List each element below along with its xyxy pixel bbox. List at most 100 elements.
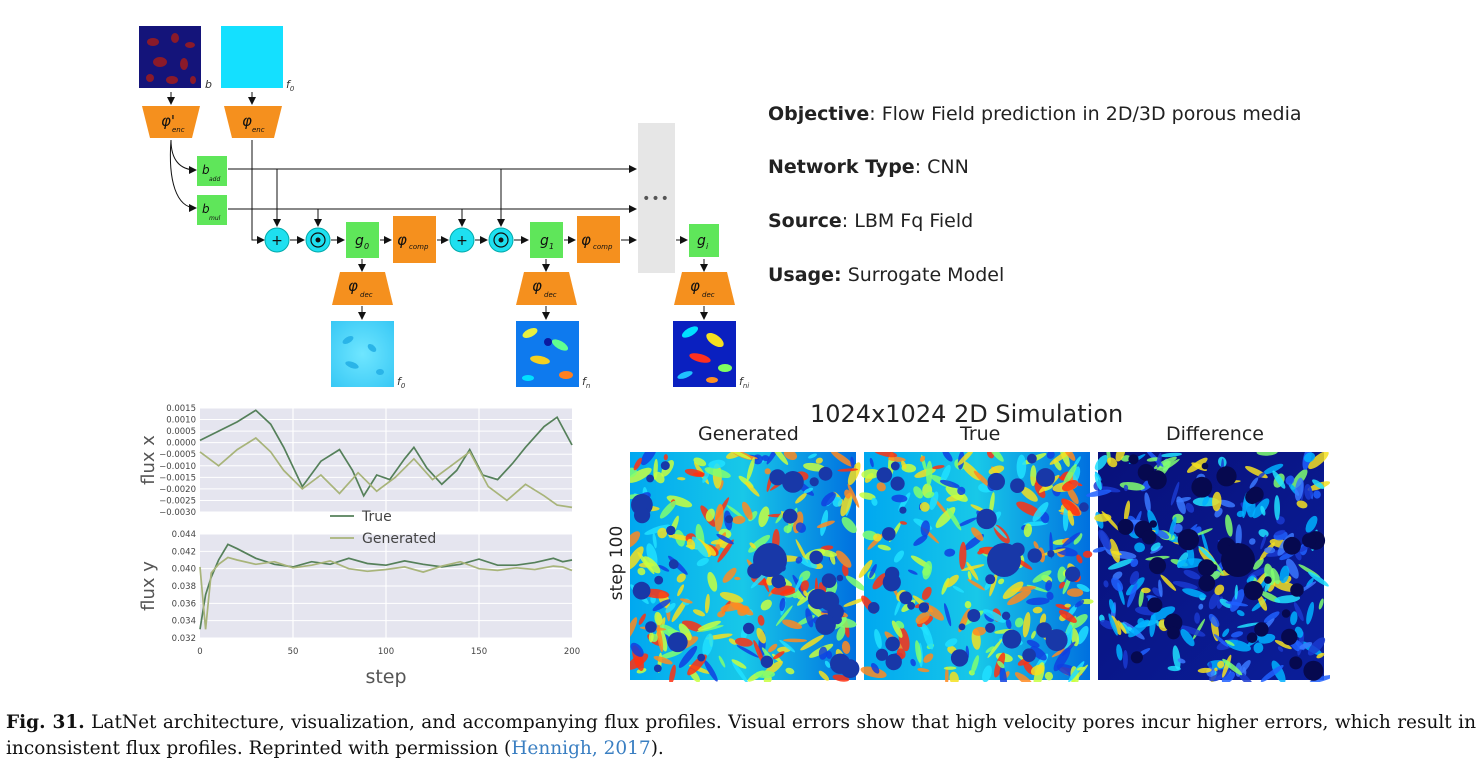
svg-text:φ: φ <box>242 112 252 130</box>
svg-text:φ: φ <box>581 231 591 249</box>
usage-label: Usage: <box>768 264 842 286</box>
flux-x-ytick-label: −0.0030 <box>159 508 196 518</box>
svg-text:φ: φ <box>348 277 358 295</box>
flux-x-ylabel: flux x <box>138 435 159 485</box>
source-value: : LBM Fq Field <box>841 210 974 232</box>
panel-title-generated: Generated <box>698 423 799 445</box>
flux-y-xtick-label: 50 <box>288 647 299 657</box>
svg-text:1: 1 <box>549 242 554 251</box>
network-type-label: Network Type <box>768 156 915 178</box>
svg-text:b: b <box>202 163 210 177</box>
flux-y-xtick-label: 100 <box>378 647 394 657</box>
mul-circle-2 <box>488 227 514 253</box>
mul-circle-1 <box>305 227 331 253</box>
flux-y-ytick-label: 0.036 <box>172 599 196 609</box>
svg-text:dec: dec <box>702 291 715 299</box>
simulation-title: 1024x1024 2D Simulation <box>810 400 1124 428</box>
flux-y-xtick-label: 150 <box>471 647 487 657</box>
flux-x-ytick-label: −0.0005 <box>159 450 196 460</box>
svg-text:i: i <box>706 242 709 251</box>
svg-text:g: g <box>540 233 549 249</box>
flux-y-ytick-label: 0.044 <box>172 530 196 540</box>
flux-y-ytick-label: 0.042 <box>172 547 196 557</box>
flux-x-ytick-label: 0.0005 <box>166 427 196 437</box>
svg-text:+: + <box>271 233 283 249</box>
svg-text:add: add <box>209 176 220 183</box>
svg-text:dec: dec <box>360 291 373 299</box>
plus-circle-1: + <box>264 227 290 253</box>
objective-line: Objective: Flow Field prediction in 2D/3… <box>768 103 1302 125</box>
input-f0-label: f0 <box>286 78 295 93</box>
svg-text:+: + <box>456 233 468 249</box>
svg-text:dec: dec <box>544 291 557 299</box>
flux-y-ytick-label: 0.032 <box>172 634 196 644</box>
flux-y-ytick-label: 0.034 <box>172 617 196 627</box>
flux-x-ytick-label: 0.0015 <box>166 404 196 414</box>
gi-block: g i <box>689 224 719 257</box>
g1-block: g 1 <box>530 222 563 258</box>
caption-text: LatNet architecture, visualization, and … <box>6 712 1476 759</box>
output-fni-label: fni <box>739 375 749 390</box>
svg-text:φ: φ <box>532 277 542 295</box>
svg-text:g: g <box>697 233 706 249</box>
difference-flow-image <box>1086 452 1330 682</box>
citation-link[interactable]: Hennigh, 2017 <box>511 738 651 759</box>
network-type-line: Network Type: CNN <box>768 156 969 178</box>
svg-text:b: b <box>202 202 210 216</box>
flux-y-xtick-label: 200 <box>564 647 580 657</box>
svg-text:φ': φ' <box>161 112 175 130</box>
svg-text:enc: enc <box>172 126 185 134</box>
true-flow-image <box>858 452 1094 682</box>
svg-text:g: g <box>355 233 364 249</box>
flux-y-xtick-label: 0 <box>197 647 202 657</box>
flux-x-ytick-label: 0.0010 <box>166 416 196 426</box>
comp-block-1: φ comp <box>393 216 436 263</box>
flux-x-ytick-label: −0.0015 <box>159 473 196 483</box>
figure-caption: Fig. 31. LatNet architecture, visualizat… <box>6 710 1476 762</box>
generated-flow-image <box>630 452 866 682</box>
flux-y-ytick-label: 0.040 <box>172 565 196 575</box>
flux-y-series-true <box>199 543 573 630</box>
encoder-phi-prime: φ' enc <box>142 106 200 138</box>
flux-y-xlabel: step <box>365 666 406 688</box>
g0-block: g 0 <box>346 222 379 258</box>
input-b-label: b <box>205 78 212 91</box>
svg-text:comp: comp <box>409 243 429 251</box>
svg-text:mul: mul <box>209 215 221 222</box>
plus-circle-2: + <box>449 227 475 253</box>
legend-label-generated: Generated <box>362 531 436 547</box>
output-fn-label: fn <box>582 375 590 390</box>
source-line: Source: LBM Fq Field <box>768 210 973 232</box>
output-f0-label: f0 <box>397 375 406 390</box>
caption-end: ). <box>650 738 664 759</box>
flux-x-ytick-label: −0.0025 <box>159 496 196 506</box>
svg-text:0: 0 <box>364 242 369 251</box>
output-fni-image <box>673 321 736 387</box>
input-f0-image <box>221 26 283 88</box>
simulation-images <box>630 452 1330 682</box>
decoder-3: φ dec <box>674 272 735 305</box>
flux-x-ytick-label: 0.0000 <box>166 439 196 449</box>
caption-label: Fig. 31. <box>6 712 85 733</box>
svg-text:comp: comp <box>593 243 613 251</box>
usage-value: Surrogate Model <box>841 264 1005 286</box>
ellipsis-panel: ••• <box>638 123 675 273</box>
objective-label: Objective <box>768 103 870 125</box>
comp-block-2: φ comp <box>577 216 620 263</box>
row-label-step: step 100 <box>607 525 627 601</box>
flux-y-ylabel: flux y <box>138 561 159 611</box>
source-label: Source <box>768 210 842 232</box>
svg-text:φ: φ <box>397 231 407 249</box>
latnet-architecture-diagram: b f0 φ' enc φ enc b add b mul + <box>139 26 749 390</box>
b-add-block: b add <box>197 156 227 186</box>
flux-charts: 0.00150.00100.00050.0000−0.0005−0.0010−0… <box>138 404 580 688</box>
flux-x-series-generated <box>199 436 573 509</box>
simulation-figure: 1024x1024 2D Simulation Generated True D… <box>600 398 1330 686</box>
encoder-phi: φ enc <box>224 106 282 138</box>
network-type-value: : CNN <box>914 156 969 178</box>
objective-value: : Flow Field prediction in 2D/3D porous … <box>869 103 1302 125</box>
svg-text:φ: φ <box>690 277 700 295</box>
legend-label-true: True <box>361 509 392 525</box>
flux-y-series-generated <box>199 556 573 630</box>
usage-line: Usage: Surrogate Model <box>768 264 1004 286</box>
